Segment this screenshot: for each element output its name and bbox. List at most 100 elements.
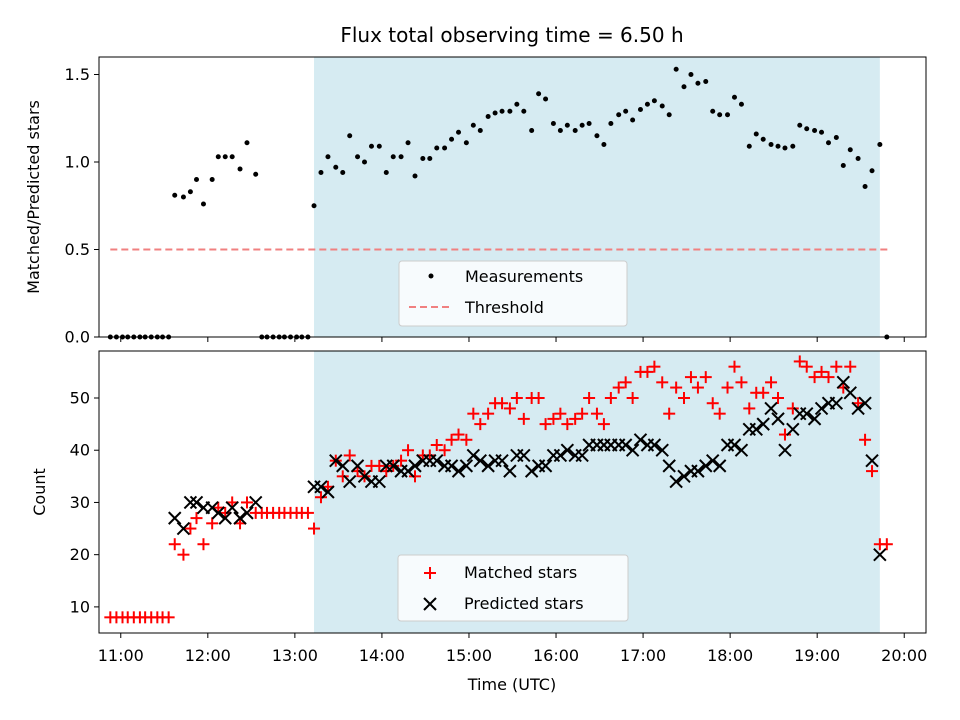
predicted-star-marker-b bbox=[343, 474, 357, 489]
bottom-y-axis-ticks: 10 20 30 40 50 bbox=[70, 389, 99, 616]
measurement-point bbox=[529, 128, 535, 133]
matched-star-point bbox=[539, 418, 552, 431]
predicted-star-marker-b bbox=[712, 459, 727, 473]
predicted-star-point bbox=[444, 459, 459, 473]
matched-star-point bbox=[844, 360, 857, 373]
matched-star-point bbox=[177, 548, 190, 561]
top-legend-box bbox=[398, 260, 628, 327]
measurement-point bbox=[442, 145, 448, 151]
predicted-star-marker-b bbox=[538, 459, 553, 473]
x-tick-label: 15:00 bbox=[446, 646, 492, 665]
matched-star-point bbox=[532, 392, 545, 404]
measurement-point bbox=[383, 170, 389, 175]
matched-star-point bbox=[445, 433, 458, 446]
legend-predicted-label: Predicted stars bbox=[464, 594, 584, 613]
measurement-point bbox=[738, 101, 744, 107]
top-y-axis-ticks: 0.0 0.5 1.0 1.5 bbox=[65, 65, 99, 347]
measurement-point bbox=[616, 112, 622, 118]
predicted-star-point bbox=[655, 443, 669, 457]
matched-star-point bbox=[206, 517, 219, 530]
predicted-star-marker-b bbox=[727, 438, 742, 452]
matched-star-point bbox=[409, 470, 422, 483]
predicted-star-marker-b bbox=[321, 485, 335, 499]
predicted-star-marker-b bbox=[314, 480, 328, 494]
predicted-star-marker-b bbox=[481, 459, 495, 473]
x-tick-label: 18:00 bbox=[707, 646, 753, 665]
measurement-point bbox=[368, 143, 374, 149]
measurement-point bbox=[237, 166, 243, 172]
matched-star-point bbox=[626, 392, 639, 404]
measurement-point bbox=[826, 140, 832, 146]
measurement-point bbox=[355, 154, 361, 160]
matched-star-point bbox=[793, 355, 806, 368]
matched-star-point bbox=[343, 449, 356, 462]
matched-star-point bbox=[510, 392, 523, 404]
predicted-star-marker-b bbox=[233, 511, 247, 525]
predicted-star-point bbox=[168, 511, 182, 525]
matched-star-point bbox=[438, 444, 451, 457]
measurement-point bbox=[790, 143, 796, 149]
legend-threshold-label: Threshold bbox=[464, 298, 544, 317]
measurement-point bbox=[746, 143, 752, 149]
predicted-star-marker-b bbox=[451, 464, 466, 478]
measurement-point bbox=[253, 171, 259, 177]
predicted-star-marker-b bbox=[655, 443, 669, 457]
matched-star-point bbox=[597, 418, 610, 431]
predicted-star-marker-b bbox=[669, 474, 683, 489]
measurement-point bbox=[492, 110, 498, 116]
measurement-point bbox=[362, 159, 368, 165]
matched-star-point bbox=[684, 371, 697, 384]
matched-star-point bbox=[308, 522, 321, 535]
predicted-star-point bbox=[372, 474, 387, 489]
predicted-star-point bbox=[495, 453, 509, 468]
predicted-star-point bbox=[706, 453, 720, 468]
measurement-point bbox=[376, 143, 382, 149]
measurement-point bbox=[470, 122, 476, 128]
predicted-star-point bbox=[329, 453, 343, 468]
measurement-point bbox=[586, 121, 592, 126]
predicted-star-point bbox=[800, 406, 814, 421]
measurement-point bbox=[812, 128, 818, 133]
predicted-star-marker-b bbox=[771, 412, 785, 426]
bottom-axes-frame bbox=[98, 350, 927, 634]
predicted-star-marker-b bbox=[444, 459, 459, 473]
bottom-x-axis-ticks: 11:00 12:00 13:00 14:00 15:00 16:00 17:00 18:00… bbox=[98, 633, 927, 665]
matched-star-point bbox=[190, 512, 203, 525]
count-panel: 10 20 30 40 50 11:00 12:00 13:00 14:00 15:00 16:0… bbox=[30, 350, 927, 694]
y-tick-label: 30 bbox=[70, 493, 90, 512]
predicted-star-point bbox=[851, 401, 865, 416]
predicted-star-point bbox=[699, 459, 713, 473]
predicted-star-marker-b bbox=[786, 422, 800, 437]
predicted-star-point bbox=[575, 448, 589, 463]
predicted-star-point bbox=[336, 459, 350, 473]
matched-star-point bbox=[691, 381, 704, 394]
measurement-point bbox=[688, 72, 694, 77]
measurement-point bbox=[390, 154, 396, 160]
matched-star-point bbox=[336, 470, 349, 483]
predicted-star-marker-b bbox=[764, 401, 778, 416]
measurement-point bbox=[412, 173, 418, 179]
predicted-star-point bbox=[756, 417, 770, 431]
predicted-star-point bbox=[183, 495, 198, 510]
predicted-star-marker-b bbox=[836, 375, 851, 390]
measurement-point bbox=[797, 122, 803, 128]
x-tick-label: 19:00 bbox=[794, 646, 840, 665]
measurement-point bbox=[695, 80, 701, 86]
measurement-point bbox=[703, 79, 709, 84]
predicted-star-point bbox=[553, 448, 568, 463]
measurement-point bbox=[229, 154, 235, 160]
measurement-point bbox=[753, 131, 759, 137]
predicted-star-marker-b bbox=[814, 401, 829, 416]
matched-star-point bbox=[569, 412, 582, 425]
predicted-star-marker-b bbox=[800, 406, 814, 421]
predicted-star-point bbox=[408, 459, 422, 473]
predicted-star-marker-b bbox=[459, 459, 474, 473]
measurement-point bbox=[725, 112, 731, 118]
predicted-star-marker-b bbox=[778, 443, 792, 457]
top-y-axis-label: Matched/Predicted stars bbox=[24, 100, 43, 294]
measurement-point bbox=[877, 142, 883, 147]
predicted-star-marker-b bbox=[189, 495, 204, 510]
predicted-star-marker-b bbox=[633, 433, 648, 447]
predicted-star-point bbox=[669, 474, 683, 489]
predicted-star-marker-b bbox=[625, 443, 640, 457]
